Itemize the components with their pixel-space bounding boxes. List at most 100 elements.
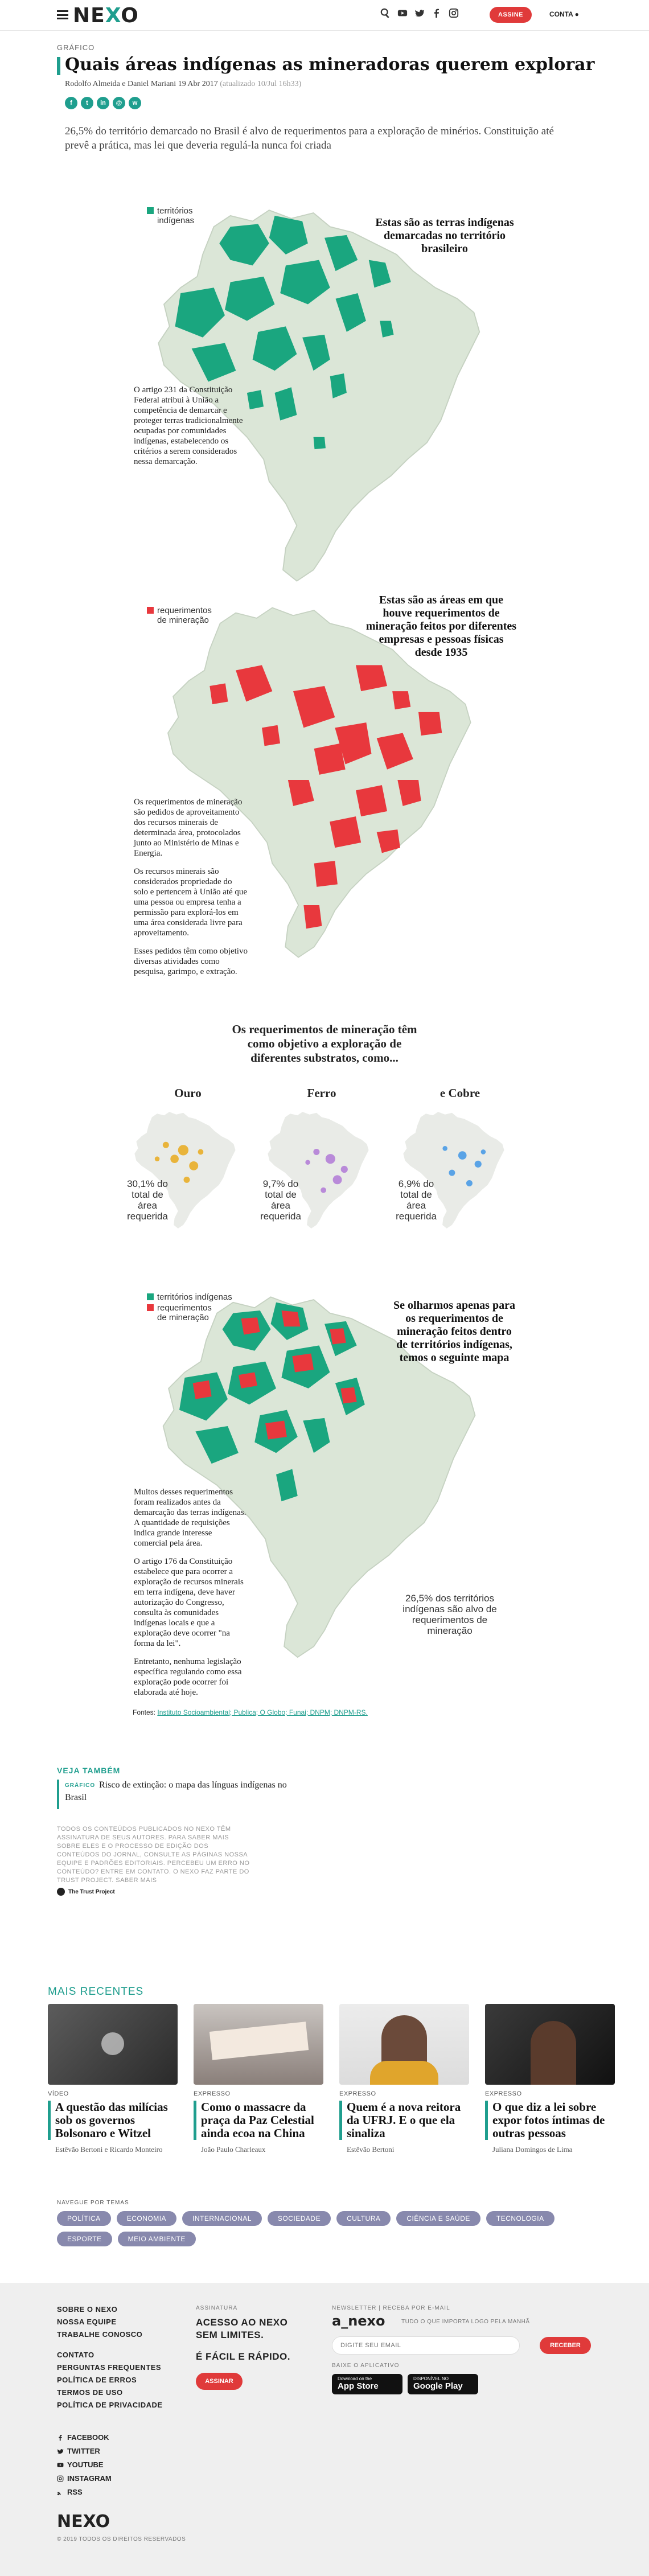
map1-heading: Estas são as terras indígenas demarcadas…: [375, 216, 514, 255]
account-link[interactable]: CONTA ●: [549, 10, 579, 18]
footer-link[interactable]: POLÍTICA DE ERROS: [57, 2376, 137, 2384]
recent-heading: MAIS RECENTES: [48, 1986, 144, 1998]
footer-link[interactable]: NOSSA EQUIPE: [57, 2318, 117, 2326]
editorial-note: TODOS OS CONTEÚDOS PUBLICADOS NO NEXO TÊ…: [57, 1826, 250, 1884]
social-label: YOUTUBE: [67, 2460, 104, 2469]
trust-project[interactable]: The Trust Project: [57, 1888, 115, 1896]
topic-tag[interactable]: SOCIEDADE: [267, 2211, 331, 2226]
recent-card[interactable]: EXPRESSO Como o massacre da praça da Paz…: [194, 2004, 323, 2154]
indigenous-areas: [175, 215, 394, 450]
card-title[interactable]: Como o massacre da praça da Paz Celestia…: [201, 2100, 314, 2140]
topic-tag[interactable]: ECONOMIA: [116, 2211, 177, 2226]
map3-notes: Muitos desses requerimentos foram realiz…: [134, 1487, 248, 1706]
card-accent-bar: [485, 2101, 488, 2140]
card-title[interactable]: O que diz a lei sobre expor fotos íntima…: [492, 2100, 605, 2140]
see-also-link[interactable]: Risco de extinção: o mapa das línguas in…: [65, 1780, 287, 1802]
legend-label-indigenous: territórios indígenas: [157, 1292, 232, 1302]
social-label: INSTAGRAM: [67, 2474, 112, 2483]
card-image[interactable]: [339, 2004, 469, 2085]
sources-links[interactable]: Instituto Socioambiental; Publica; O Glo…: [157, 1708, 368, 1716]
facebook-icon: [59, 2435, 62, 2441]
newsletter-tagline: TUDO O QUE IMPORTA LOGO PELA MANHÃ: [401, 2319, 530, 2325]
social-youtube[interactable]: YOUTUBE: [57, 2458, 112, 2472]
footer-link[interactable]: SOBRE O NEXO: [57, 2305, 118, 2314]
recent-card[interactable]: VÍDEO A questão das milícias sob os gove…: [48, 2004, 178, 2154]
footer-links: SOBRE O NEXO NOSSA EQUIPE TRABALHE CONOS…: [57, 2303, 163, 2411]
card-category: EXPRESSO: [339, 2090, 376, 2097]
map3-legend: territórios indígenas requerimentos de m…: [147, 1292, 237, 1324]
authors[interactable]: Rodolfo Almeida e Daniel Mariani: [65, 80, 176, 88]
menu-icon[interactable]: [57, 10, 68, 19]
topic-tag[interactable]: CULTURA: [336, 2211, 391, 2226]
site-logo[interactable]: NEXO: [73, 4, 139, 27]
twitter-icon[interactable]: [414, 8, 425, 18]
social-rss[interactable]: RSS: [57, 2485, 112, 2499]
recent-card[interactable]: EXPRESSO O que diz a lei sobre expor fot…: [485, 2004, 615, 2154]
map2-note-2: Os recursos minerais são considerados pr…: [134, 867, 248, 938]
twitter-icon[interactable]: t: [81, 97, 93, 109]
card-author: Estêvão Bertoni: [347, 2145, 395, 2154]
footer-logo[interactable]: NEXO: [57, 2512, 110, 2532]
mining-areas: [210, 665, 442, 929]
google-play-badge[interactable]: DISPONÍVEL NO Google Play: [408, 2374, 478, 2394]
card-title[interactable]: A questão das milícias sob os governos B…: [55, 2100, 168, 2140]
play-icon[interactable]: [101, 2032, 124, 2055]
map3-note-1: Muitos desses requerimentos foram realiz…: [134, 1488, 247, 1548]
rss-icon: [57, 2492, 61, 2496]
account-label[interactable]: CONTA: [549, 10, 573, 18]
card-image[interactable]: [194, 2004, 323, 2085]
social-instagram[interactable]: INSTAGRAM: [57, 2472, 112, 2485]
topic-tag[interactable]: INTERNACIONAL: [182, 2211, 262, 2226]
subscribe-footer-button[interactable]: ASSINAR: [196, 2373, 243, 2390]
instagram-icon[interactable]: [449, 8, 459, 18]
footer-social: FACEBOOK TWITTER YOUTUBE INSTAGRAM RSS: [57, 2431, 112, 2499]
search-icon[interactable]: [380, 8, 391, 18]
subscription-text: ACESSO AO NEXO SEM LIMITES.: [196, 2317, 288, 2340]
email-icon[interactable]: @: [113, 97, 125, 109]
footer-link[interactable]: PERGUNTAS FREQUENTES: [57, 2363, 162, 2372]
youtube-icon: [57, 2463, 64, 2467]
social-label: FACEBOOK: [67, 2433, 109, 2442]
card-image[interactable]: [485, 2004, 615, 2085]
facebook-icon[interactable]: f: [65, 97, 77, 109]
trust-project-label: The Trust Project: [68, 1888, 115, 1895]
newsletter-submit-button[interactable]: RECEBER: [540, 2337, 591, 2354]
legend-label: territórios indígenas: [157, 206, 195, 225]
substrates-heading: Os requerimentos de mineração têm como o…: [232, 1022, 417, 1065]
topic-tag[interactable]: TECNOLOGIA: [486, 2211, 554, 2226]
newsletter-email-input[interactable]: [332, 2336, 520, 2355]
article-kicker: GRÁFICO: [57, 43, 95, 52]
footer-link[interactable]: POLÍTICA DE PRIVACIDADE: [57, 2401, 163, 2409]
user-icon[interactable]: ●: [574, 10, 579, 18]
facebook-icon[interactable]: [432, 8, 442, 18]
topic-tag[interactable]: CIÊNCIA E SAÚDE: [396, 2211, 480, 2226]
map-iron: [268, 1112, 369, 1229]
topic-tag[interactable]: POLÍTICA: [57, 2211, 111, 2226]
see-also-kicker: GRÁFICO: [65, 1782, 96, 1789]
banner-graphic: [209, 2022, 309, 2060]
app-store-badge[interactable]: Download on the App Store: [332, 2374, 402, 2394]
footer-link[interactable]: TERMOS DE USO: [57, 2388, 123, 2397]
whatsapp-icon[interactable]: w: [129, 97, 141, 109]
topic-tag[interactable]: MEIO AMBIENTE: [117, 2232, 196, 2246]
subscribe-button[interactable]: ASSINE: [490, 7, 532, 23]
linkedin-icon[interactable]: in: [97, 97, 109, 109]
recent-card[interactable]: EXPRESSO Quem é a nova reitora da UFRJ. …: [339, 2004, 469, 2154]
youtube-icon[interactable]: [397, 8, 408, 18]
instagram-icon: [57, 2475, 64, 2482]
map-mining-in-indigenous: [162, 1296, 476, 1658]
social-facebook[interactable]: FACEBOOK: [57, 2431, 112, 2444]
site-header: NEXO ASSINE CONTA ●: [0, 0, 649, 31]
footer-link[interactable]: TRABALHE CONOSCO: [57, 2330, 143, 2339]
substrate-name-gold: Ouro: [174, 1086, 202, 1100]
topics-heading: NAVEGUE POR TEMAS: [57, 2200, 129, 2206]
map1-legend: territórios indígenas: [147, 206, 208, 227]
footer-link[interactable]: CONTATO: [57, 2351, 95, 2359]
card-image[interactable]: [48, 2004, 178, 2085]
header-icons: [380, 8, 459, 18]
social-twitter[interactable]: TWITTER: [57, 2444, 112, 2458]
card-title[interactable]: Quem é a nova reitora da UFRJ. E o que e…: [347, 2100, 461, 2140]
topic-tag[interactable]: ESPORTE: [57, 2232, 112, 2246]
sources-label: Fontes:: [133, 1708, 156, 1716]
badge-small-text: Download on the: [338, 2376, 372, 2381]
